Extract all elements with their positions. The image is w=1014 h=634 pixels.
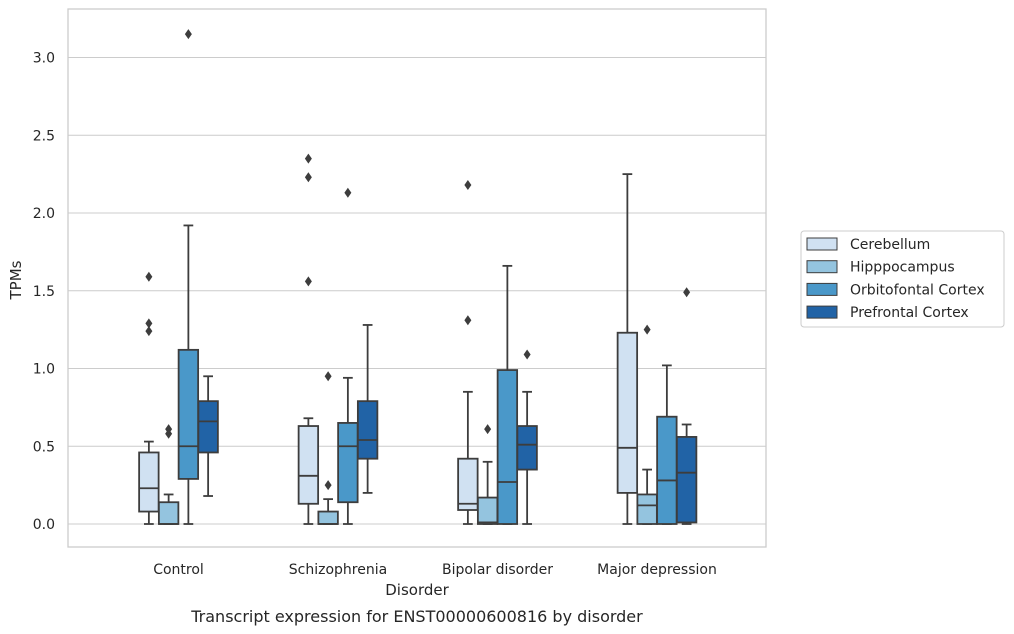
box-hipppocampus bbox=[636, 324, 658, 525]
outlier-point bbox=[484, 424, 492, 435]
y-tick-label: 0.0 bbox=[33, 517, 55, 533]
x-tick-labels: Control Schizophrenia Bipolar disorder Majo… bbox=[153, 562, 717, 578]
box-iqr bbox=[177, 348, 200, 480]
legend-swatch bbox=[806, 237, 838, 251]
outlier-point bbox=[304, 172, 312, 183]
outlier-point bbox=[683, 287, 691, 298]
box-cerebellum bbox=[457, 180, 479, 525]
legend-frame bbox=[800, 230, 1005, 328]
legend-label: Cerebellum bbox=[850, 237, 930, 253]
box-iqr bbox=[496, 369, 519, 525]
box-iqr bbox=[675, 436, 698, 524]
box-iqr bbox=[616, 331, 639, 494]
outlier-point bbox=[145, 271, 153, 282]
boxes bbox=[138, 29, 698, 525]
y-tick-labels: 0.0 0.5 1.0 1.5 2.0 2.5 3.0 bbox=[33, 51, 55, 534]
y-tick-label: 1.0 bbox=[33, 362, 55, 378]
outlier-point bbox=[643, 324, 651, 335]
outlier-point bbox=[304, 153, 312, 164]
outlier-point bbox=[184, 29, 192, 40]
box-iqr bbox=[516, 425, 538, 471]
box-hipppocampus bbox=[157, 424, 180, 525]
box-iqr bbox=[356, 400, 379, 460]
box-cerebellum bbox=[138, 271, 160, 525]
x-tick-label: Bipolar disorder bbox=[442, 562, 553, 578]
x-tick-label: Control bbox=[153, 562, 204, 578]
box-hipppocampus bbox=[317, 371, 339, 525]
box-orbitofontal-cortex bbox=[337, 187, 359, 525]
y-tick-label: 2.5 bbox=[33, 128, 55, 144]
y-tick-label: 1.5 bbox=[33, 284, 55, 300]
y-axis-label: TPMs bbox=[7, 260, 25, 300]
box-prefrontal-cortex bbox=[675, 287, 698, 525]
box-iqr bbox=[297, 425, 320, 505]
legend-label: Hipppocampus bbox=[850, 260, 955, 276]
legend-label: Orbitofontal Cortex bbox=[850, 282, 985, 298]
box-iqr bbox=[457, 457, 479, 511]
legend-swatch bbox=[806, 260, 838, 274]
box-orbitofontal-cortex bbox=[656, 364, 678, 525]
outlier-point bbox=[145, 326, 153, 337]
outlier-point bbox=[145, 318, 153, 329]
box-iqr bbox=[337, 422, 359, 504]
box-prefrontal-cortex bbox=[197, 375, 219, 497]
outlier-point bbox=[165, 424, 173, 435]
box-iqr bbox=[138, 451, 160, 513]
box-iqr bbox=[157, 501, 180, 525]
outlier-point bbox=[324, 480, 332, 491]
box-iqr bbox=[317, 510, 339, 525]
outlier-point bbox=[344, 187, 352, 198]
box-iqr bbox=[656, 415, 678, 525]
box-prefrontal-cortex bbox=[516, 349, 538, 525]
outlier-point bbox=[464, 180, 472, 191]
box-hipppocampus bbox=[476, 424, 499, 525]
plot-frame bbox=[67, 8, 767, 548]
box-cerebellum bbox=[616, 173, 639, 525]
legend-swatch bbox=[806, 305, 838, 319]
box-orbitofontal-cortex bbox=[496, 264, 519, 525]
outlier-point bbox=[324, 371, 332, 382]
box-prefrontal-cortex bbox=[356, 324, 379, 494]
legend: Cerebellum Hipppocampus Orbitofontal Corte… bbox=[800, 230, 1005, 328]
box-cerebellum bbox=[297, 153, 320, 525]
box-iqr bbox=[476, 496, 499, 525]
outlier-point bbox=[464, 315, 472, 326]
y-tick-label: 2.0 bbox=[33, 206, 55, 222]
chart-caption: Transcript expression for ENST0000060081… bbox=[190, 607, 643, 626]
box-iqr bbox=[636, 493, 658, 525]
legend-swatch bbox=[806, 282, 838, 296]
box-orbitofontal-cortex bbox=[177, 29, 200, 525]
y-tick-label: 3.0 bbox=[33, 51, 55, 67]
legend-label: Prefrontal Cortex bbox=[850, 305, 969, 321]
x-tick-label: Schizophrenia bbox=[289, 562, 387, 578]
outlier-point bbox=[523, 349, 531, 360]
x-axis-label: Disorder bbox=[385, 581, 449, 599]
box-iqr bbox=[197, 400, 219, 454]
outlier-point bbox=[304, 276, 312, 287]
y-tick-label: 0.5 bbox=[33, 439, 55, 455]
x-tick-label: Major depression bbox=[597, 562, 717, 578]
